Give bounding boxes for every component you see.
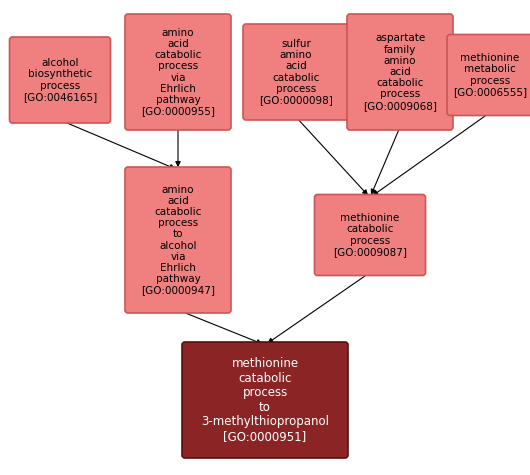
Text: amino
acid
catabolic
process
via
Ehrlich
pathway
[GO:0000955]: amino acid catabolic process via Ehrlich… (141, 28, 215, 116)
Text: sulfur
amino
acid
catabolic
process
[GO:0000098]: sulfur amino acid catabolic process [GO:… (259, 39, 333, 105)
Text: methionine
catabolic
process
[GO:0009087]: methionine catabolic process [GO:0009087… (333, 213, 407, 257)
FancyBboxPatch shape (447, 35, 530, 115)
Text: aspartate
family
amino
acid
catabolic
process
[GO:0009068]: aspartate family amino acid catabolic pr… (363, 33, 437, 111)
FancyBboxPatch shape (347, 14, 453, 130)
FancyBboxPatch shape (125, 167, 231, 313)
FancyBboxPatch shape (125, 14, 231, 130)
FancyBboxPatch shape (10, 37, 110, 123)
Text: alcohol
biosynthetic
process
[GO:0046165]: alcohol biosynthetic process [GO:0046165… (23, 58, 97, 102)
FancyBboxPatch shape (243, 24, 349, 120)
FancyBboxPatch shape (314, 194, 426, 276)
Text: methionine
catabolic
process
to
3-methylthiopropanol
[GO:0000951]: methionine catabolic process to 3-methyl… (201, 357, 329, 443)
FancyBboxPatch shape (182, 342, 348, 458)
Text: amino
acid
catabolic
process
to
alcohol
via
Ehrlich
pathway
[GO:0000947]: amino acid catabolic process to alcohol … (141, 185, 215, 295)
Text: methionine
metabolic
process
[GO:0006555]: methionine metabolic process [GO:0006555… (453, 53, 527, 97)
